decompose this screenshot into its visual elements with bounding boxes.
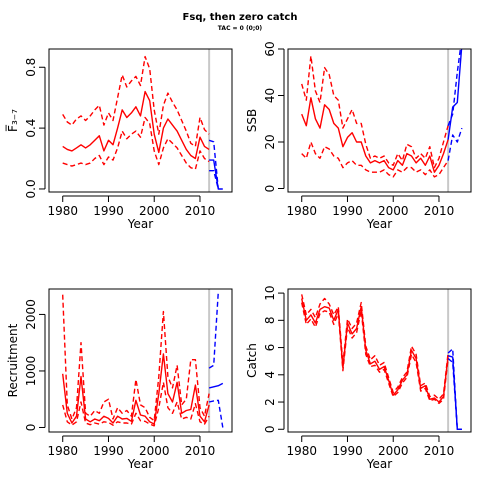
x-axis-label: Year [366, 457, 392, 471]
y-tick-label: 20 [263, 134, 277, 149]
series-projection-upper [208, 139, 219, 190]
y-axis-label: Catch [245, 343, 259, 378]
series-projection-lower [208, 399, 224, 428]
panel-ssb: 1980 1990 2000 2010 Year 0 20 40 60 SSB [245, 41, 472, 231]
x-tick-label: 2000 [139, 204, 170, 218]
x-tick-label: 1980 [47, 204, 78, 218]
plot-frame [287, 288, 472, 433]
x-tick-label: 2010 [185, 204, 216, 218]
y-axis-label: F̅₃₋₇ [5, 109, 20, 132]
x-tick-label: 2000 [139, 444, 170, 458]
series-history-lower [301, 141, 449, 178]
y-tick-label: 1000 [24, 356, 38, 387]
x-tick-label: 1990 [332, 204, 363, 218]
figure-subtitle: TAC = 0 (0;0) [218, 25, 263, 32]
y-axis-label: SSB [245, 109, 259, 132]
x-tick-label: 1980 [47, 444, 78, 458]
figure-title: Fsq, then zero catch [183, 12, 298, 23]
x-tick-label: 2010 [185, 444, 216, 458]
x-tick-label: 2010 [424, 204, 455, 218]
x-axis-label: Year [127, 457, 153, 471]
series-history-lower [62, 381, 210, 427]
series-history-upper [301, 55, 449, 169]
y-tick-label: 60 [263, 41, 277, 56]
y-tick-label: 40 [263, 88, 277, 103]
y-tick-label: 8 [263, 317, 277, 325]
plot-frame [48, 288, 233, 433]
series-projection-median [447, 49, 463, 140]
panel-catch: 1980 1990 2000 2010 Year 0 2 4 6 8 10 Catch [245, 285, 472, 471]
series-history-lower [62, 116, 210, 170]
y-tick-label: 6 [263, 344, 277, 352]
x-axis-label: Year [366, 217, 392, 231]
x-tick-label: 1990 [93, 204, 124, 218]
series-history-lower [301, 302, 449, 405]
x-tick-label: 1980 [286, 204, 317, 218]
x-tick-label: 2000 [378, 444, 409, 458]
y-tick-label: 10 [263, 285, 277, 300]
y-tick-label: 0 [263, 425, 277, 433]
series-history-median [301, 97, 449, 173]
x-tick-label: 1980 [286, 444, 317, 458]
series-history-median [62, 90, 210, 160]
x-tick-label: 2000 [378, 204, 409, 218]
series-projection-upper [447, 49, 462, 126]
series-history-median [62, 353, 210, 425]
y-tick-label: 0 [24, 424, 38, 432]
x-tick-label: 1990 [93, 444, 124, 458]
y-axis-label: Recruitment [6, 323, 20, 397]
x-axis-label: Year [127, 217, 153, 231]
series-history-upper [301, 294, 449, 400]
plot-frame [48, 48, 233, 193]
y-tick-label: 0.4 [24, 119, 38, 138]
y-tick-label: 4 [263, 371, 277, 379]
series-history-upper [62, 55, 210, 148]
series-projection-median [209, 159, 223, 190]
y-tick-label: 0.0 [24, 179, 38, 198]
y-tick-label: 0.8 [24, 58, 38, 77]
series-projection-lower [209, 169, 219, 190]
x-tick-label: 2010 [424, 444, 455, 458]
series-projection-lower [447, 127, 463, 161]
panel-fbar: 1980 1990 2000 2010 Year 0.0 0.4 0.8 F̅₃₋₇ [5, 48, 233, 231]
y-tick-label: 0 [263, 185, 277, 193]
series-projection-median [208, 382, 224, 389]
y-tick-label: 2000 [24, 299, 38, 330]
series-history-median [301, 298, 449, 403]
series-projection-lower [447, 357, 462, 430]
x-tick-label: 1990 [332, 444, 363, 458]
plot-frame [287, 48, 472, 193]
y-tick-label: 2 [263, 398, 277, 406]
panel-recruitment: 1980 1990 2000 2010 Year 0 1000 2000 Recruitment [6, 288, 233, 471]
series-projection-upper [208, 291, 219, 369]
series-history-upper [62, 294, 210, 422]
